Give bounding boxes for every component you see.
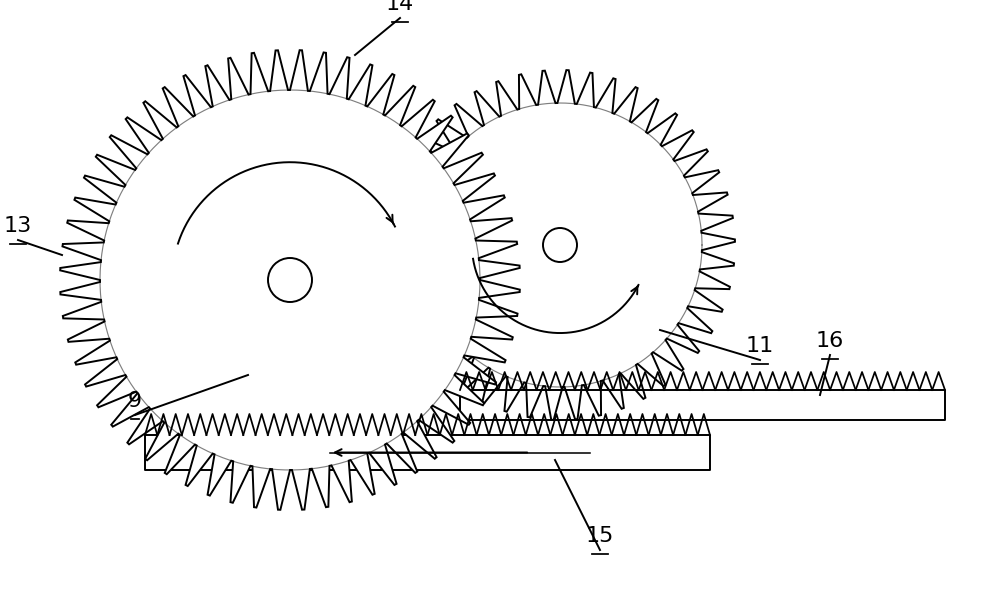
Polygon shape [60,50,520,510]
Polygon shape [145,435,710,470]
Polygon shape [460,390,945,420]
Polygon shape [385,70,735,420]
Text: 15: 15 [586,526,614,546]
Text: 9: 9 [128,391,142,411]
Text: 16: 16 [816,331,844,351]
Text: 14: 14 [386,0,414,14]
Text: 13: 13 [4,216,32,236]
Text: 11: 11 [746,336,774,356]
